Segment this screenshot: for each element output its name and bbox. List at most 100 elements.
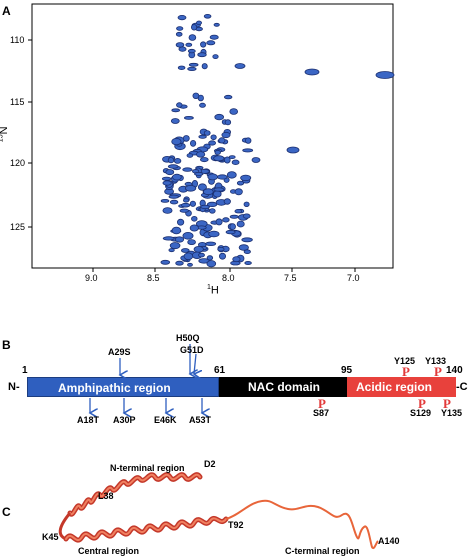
x-tick-8-5: 8.5 (147, 273, 160, 283)
nmr-peak (179, 208, 190, 213)
nmr-peak (286, 146, 300, 154)
nmr-peak (187, 48, 196, 54)
nmr-peak (160, 198, 170, 203)
nmr-peak (222, 217, 230, 223)
phospho-site-s87: S87 (313, 408, 330, 418)
nmr-peak (188, 62, 199, 67)
nmr-peak (172, 173, 182, 181)
nmr-peak (190, 139, 197, 147)
nmr-peak (209, 34, 219, 40)
nmr-peak (236, 220, 245, 228)
nmr-peak (169, 242, 181, 250)
y-tick-115: 115 (10, 97, 25, 107)
mutation-g51d: G51D (180, 345, 204, 355)
n-terminus-label: N- (8, 381, 20, 393)
nmr-peak (242, 213, 251, 219)
nmr-peak (206, 260, 217, 268)
pos-140: 140 (446, 365, 463, 376)
nmr-peak (189, 224, 199, 232)
amphipathic-region-bar: Amphipathic region (27, 377, 219, 397)
nmr-peak (223, 94, 233, 100)
nmr-peak (240, 174, 252, 182)
nmr-peak (177, 218, 185, 226)
nmr-peak (203, 13, 212, 19)
nmr-peak (160, 259, 171, 265)
mutation-a29s: A29S (108, 347, 131, 357)
nmr-peak (242, 148, 254, 153)
pos-1: 1 (22, 365, 28, 376)
nmr-peak (213, 190, 222, 198)
nmr-peak (229, 214, 239, 219)
spectrum-peaks (160, 13, 395, 268)
panel-a-label: A (2, 4, 11, 18)
nmr-peak (218, 137, 226, 144)
nmr-peak (241, 237, 253, 243)
nmr-peak (193, 246, 204, 253)
nmr-peak (165, 169, 175, 176)
nmr-peak (185, 185, 197, 192)
nmr-peak (201, 63, 208, 70)
phospho-site-s129: S129 (410, 408, 432, 418)
nmr-peak (189, 200, 196, 207)
nmr-peak (174, 236, 185, 243)
nmr-peak (238, 244, 249, 251)
nmr-peak (181, 202, 191, 208)
nmr-peak (168, 194, 180, 199)
x-tick-7-5: 7.5 (284, 273, 297, 283)
pos-95: 95 (341, 365, 353, 376)
x-tick-9: 9.0 (85, 273, 98, 283)
phospho-site-y133: Y133 (425, 356, 447, 366)
nmr-peak (210, 134, 217, 141)
nac-domain-label: NAC domain (248, 380, 320, 394)
nmr-peak (167, 157, 175, 164)
t92-label: T92 (228, 520, 244, 530)
nmr-peak (167, 164, 179, 169)
nmr-peak (251, 157, 261, 163)
nmr-peak (177, 65, 186, 70)
nmr-peak (197, 183, 207, 191)
nmr-peak (213, 187, 225, 192)
nmr-peak (200, 204, 211, 209)
nmr-peak (223, 198, 231, 205)
x-axis-title-main: H (210, 284, 219, 297)
nmr-peak (229, 223, 236, 231)
nmr-peak (212, 54, 219, 59)
nmr-peak (205, 241, 217, 246)
nmr-peak (192, 92, 200, 99)
nmr-peak (217, 174, 228, 180)
x-axis-title-sup: 1 (207, 284, 211, 291)
nmr-peak (207, 173, 219, 181)
a140-label: A140 (378, 536, 400, 546)
phospho-marker-s87: P (318, 396, 326, 411)
nmr-peak (175, 31, 183, 37)
nmr-peak (183, 116, 194, 120)
n-terminal-helix (67, 472, 203, 517)
nmr-peak (176, 26, 184, 31)
nmr-peak (218, 252, 226, 260)
mutation-a30p: A30P (113, 415, 136, 425)
nmr-peak (244, 137, 252, 144)
nmr-peak (181, 248, 190, 253)
nmr-peak (229, 108, 239, 115)
nmr-peak (162, 236, 175, 241)
phospho-marker-y133: P (434, 364, 442, 379)
nmr-peak (206, 201, 218, 207)
panel-c-label: C (2, 505, 11, 519)
nmr-spectrum (28, 3, 395, 272)
mutation-a53t: A53T (189, 415, 212, 425)
nmr-peak (234, 63, 246, 69)
protein-structure (58, 472, 379, 550)
nmr-peak (208, 140, 217, 146)
nmr-peak (200, 157, 209, 163)
nmr-peak (215, 218, 223, 226)
y-axis-title-main: N (0, 126, 10, 134)
nmr-peak (173, 157, 182, 164)
y-tick-125: 125 (10, 222, 26, 232)
nmr-peak (234, 208, 243, 214)
phospho-site-y135: Y135 (441, 408, 463, 418)
nmr-peak (198, 134, 207, 139)
nmr-peak (199, 102, 206, 108)
nmr-peak (234, 188, 243, 196)
nmr-peak (191, 24, 198, 31)
nmr-peak (183, 252, 194, 261)
